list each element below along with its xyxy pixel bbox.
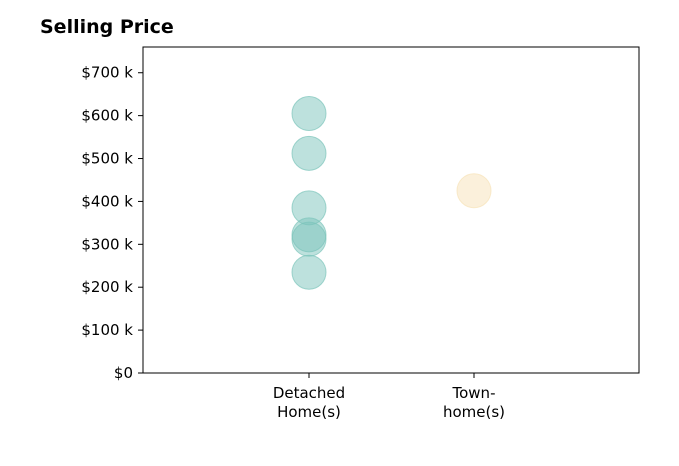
y-tick-label: $200 k	[81, 278, 133, 296]
y-tick-label: $400 k	[81, 192, 133, 210]
y-tick-label: $700 k	[81, 64, 133, 82]
data-point	[291, 135, 327, 171]
y-tick-label: $0	[114, 364, 133, 382]
x-tick-label: Town-home(s)	[443, 384, 505, 421]
data-point	[456, 173, 492, 209]
chart-title: Selling Price	[40, 16, 174, 38]
x-tick-label: Detached Home(s)	[273, 384, 345, 421]
y-tick-label: $300 k	[81, 235, 133, 253]
plot-frame	[142, 46, 640, 374]
x-tick-label-line: Detached	[273, 384, 345, 402]
data-point	[291, 95, 327, 131]
data-point	[291, 254, 327, 290]
x-tick-label-line: Home(s)	[277, 403, 341, 421]
x-tick-label-line: Town-	[452, 384, 496, 402]
x-tick-label-line: home(s)	[443, 403, 505, 421]
data-point	[291, 221, 327, 257]
y-tick-label: $500 k	[81, 150, 133, 168]
y-tick-label: $100 k	[81, 321, 133, 339]
y-tick-label: $600 k	[81, 107, 133, 125]
